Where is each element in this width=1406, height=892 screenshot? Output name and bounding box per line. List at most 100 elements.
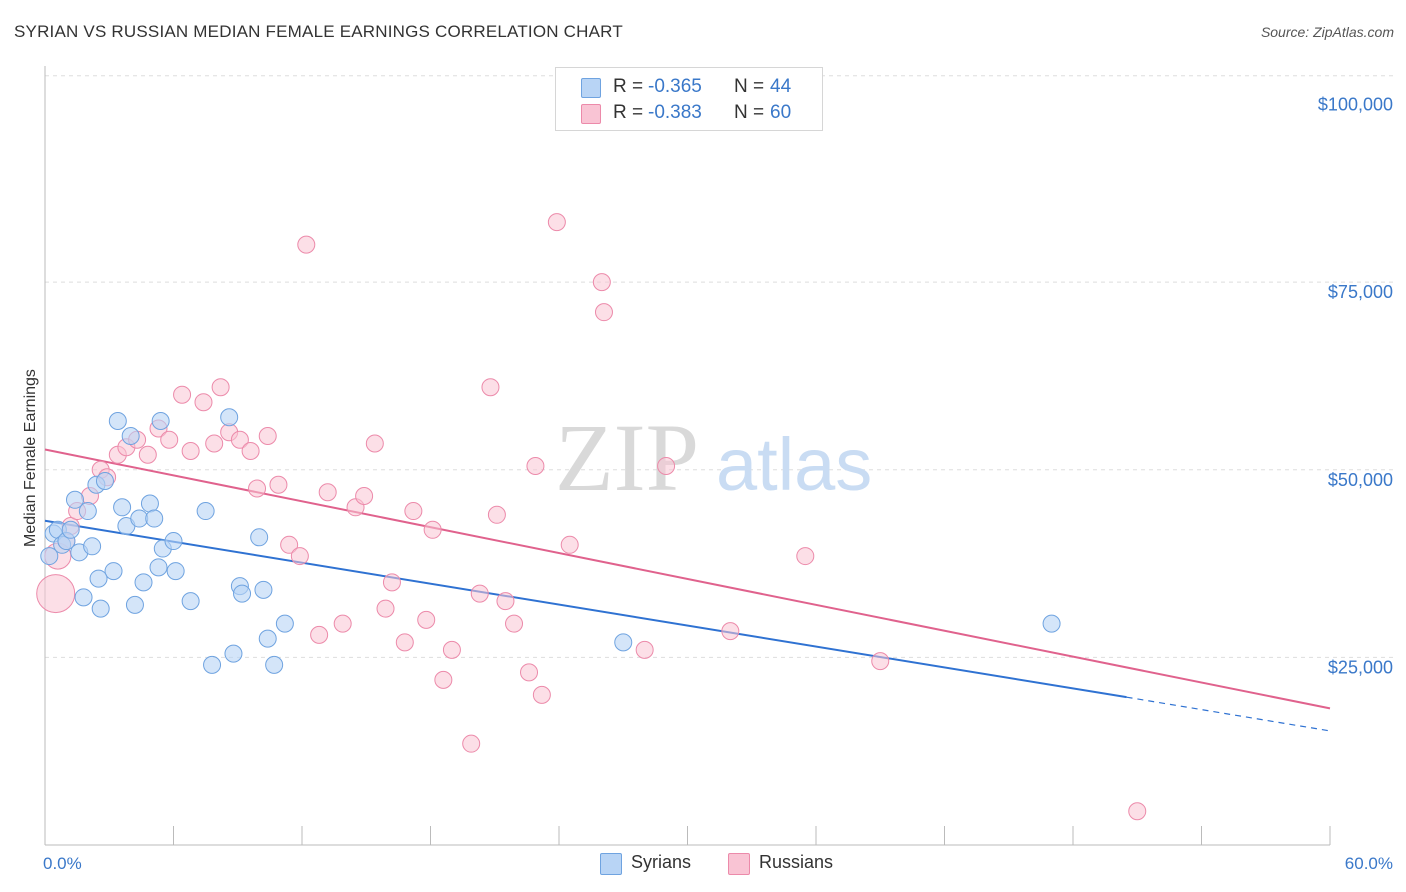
- point-russians: [318, 483, 337, 502]
- point-syrians: [104, 562, 123, 581]
- point-russians: [796, 547, 815, 566]
- syrians-swatch: [581, 78, 601, 98]
- x-tick-label: 0.0%: [43, 854, 82, 873]
- point-syrians: [181, 592, 200, 611]
- point-russians: [258, 426, 277, 445]
- point-russians: [365, 434, 384, 453]
- point-syrians: [95, 472, 114, 491]
- point-russians: [173, 385, 192, 404]
- stats-legend: R = -0.365 N = 44 R = -0.383 N = 60: [555, 67, 823, 131]
- point-syrians: [130, 509, 149, 528]
- point-syrians: [149, 558, 168, 577]
- point-syrians: [1042, 614, 1061, 633]
- point-syrians: [145, 509, 164, 528]
- legend-row-russians: R = -0.383 N = 60: [556, 101, 822, 127]
- y-tick-labels: $25,000 $50,000 $75,000 $100,000: [1318, 95, 1393, 678]
- watermark-zip: ZIP: [555, 404, 699, 511]
- point-syrians: [78, 502, 97, 521]
- point-syrians: [250, 528, 269, 547]
- r-value: -0.365: [648, 76, 702, 97]
- point-syrians: [224, 644, 243, 663]
- y-tick-label: $25,000: [1328, 657, 1393, 677]
- point-russians: [160, 430, 179, 449]
- point-russians: [635, 640, 654, 659]
- point-russians: [241, 442, 260, 460]
- n-value: 60: [770, 102, 792, 123]
- point-russians: [355, 487, 374, 506]
- point-russians: [871, 652, 890, 671]
- point-russians: [297, 235, 316, 254]
- r-label: R =: [613, 76, 644, 97]
- point-syrians: [203, 655, 222, 674]
- point-syrians: [275, 614, 294, 633]
- point-syrians: [233, 584, 252, 603]
- point-syrians: [83, 537, 102, 556]
- n-label: N =: [734, 102, 765, 123]
- points-russians: [36, 213, 1147, 821]
- n-label: N =: [734, 76, 765, 97]
- n-value: 44: [770, 76, 792, 97]
- points-syrians: [40, 408, 1061, 674]
- point-syrians: [108, 411, 127, 430]
- point-russians: [520, 663, 539, 682]
- russians-swatch: [581, 104, 601, 124]
- point-russians: [404, 502, 423, 521]
- axes: [44, 66, 1331, 846]
- point-russians: [442, 640, 461, 659]
- point-syrians: [220, 408, 239, 427]
- watermark: ZIP atlas: [555, 404, 872, 511]
- point-russians: [230, 430, 249, 449]
- point-russians: [248, 479, 267, 498]
- y-tick-label: $100,000: [1318, 95, 1393, 115]
- russians-legend-label: Russians: [759, 852, 834, 872]
- source-label: Source: ZipAtlas.com: [1260, 24, 1394, 40]
- x-tick-labels: 0.0% 60.0%: [43, 854, 1393, 873]
- point-russians: [36, 574, 76, 614]
- point-syrians: [134, 573, 153, 592]
- r-label: R =: [613, 102, 644, 123]
- point-syrians: [196, 502, 215, 521]
- russians-legend-swatch: [728, 853, 750, 875]
- point-russians: [496, 592, 515, 611]
- point-syrians: [61, 520, 80, 539]
- point-syrians: [40, 547, 59, 566]
- point-syrians: [74, 588, 93, 607]
- syrians-legend-label: Syrians: [631, 852, 692, 872]
- point-russians: [657, 457, 676, 476]
- point-russians: [417, 610, 436, 629]
- point-syrians: [125, 595, 144, 614]
- point-russians: [592, 273, 611, 292]
- trend-line-syrians-extension: [1126, 696, 1331, 732]
- chart-title: SYRIAN VS RUSSIAN MEDIAN FEMALE EARNINGS…: [14, 22, 623, 41]
- point-russians: [532, 685, 551, 704]
- point-syrians: [91, 599, 110, 618]
- point-russians: [560, 535, 579, 554]
- point-syrians: [166, 562, 185, 581]
- point-syrians: [265, 655, 284, 674]
- point-russians: [505, 614, 524, 633]
- point-russians: [333, 614, 352, 633]
- y-tick-label: $50,000: [1328, 470, 1393, 490]
- point-russians: [594, 303, 613, 322]
- watermark-atlas: atlas: [716, 423, 872, 506]
- point-russians: [462, 734, 481, 753]
- point-syrians: [258, 629, 277, 648]
- point-syrians: [89, 569, 108, 588]
- point-russians: [547, 213, 566, 232]
- point-russians: [280, 535, 299, 554]
- syrians-legend-swatch: [600, 853, 622, 875]
- trend-line-syrians: [44, 519, 1127, 699]
- point-russians: [138, 445, 157, 464]
- point-russians: [310, 625, 329, 644]
- point-russians: [721, 622, 740, 641]
- point-russians: [470, 584, 489, 603]
- y-axis-label: Median Female Earnings: [22, 369, 39, 547]
- point-russians: [1128, 802, 1147, 821]
- point-syrians: [151, 411, 170, 430]
- trend-syrians: [44, 519, 1331, 732]
- point-russians: [181, 442, 200, 460]
- r-value: -0.383: [648, 102, 702, 123]
- point-russians: [205, 434, 224, 453]
- legend-row-syrians: R = -0.365 N = 44: [556, 75, 822, 101]
